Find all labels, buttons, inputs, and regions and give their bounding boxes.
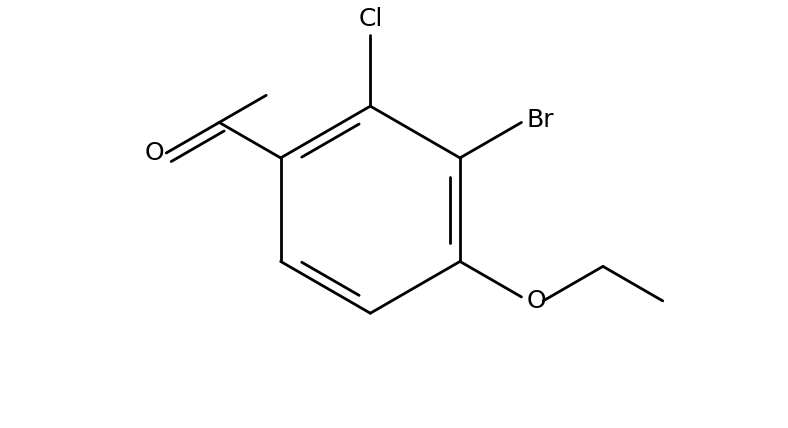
Text: O: O (526, 289, 546, 313)
Text: O: O (145, 141, 164, 165)
Text: Cl: Cl (359, 7, 382, 31)
Text: Br: Br (526, 108, 554, 132)
